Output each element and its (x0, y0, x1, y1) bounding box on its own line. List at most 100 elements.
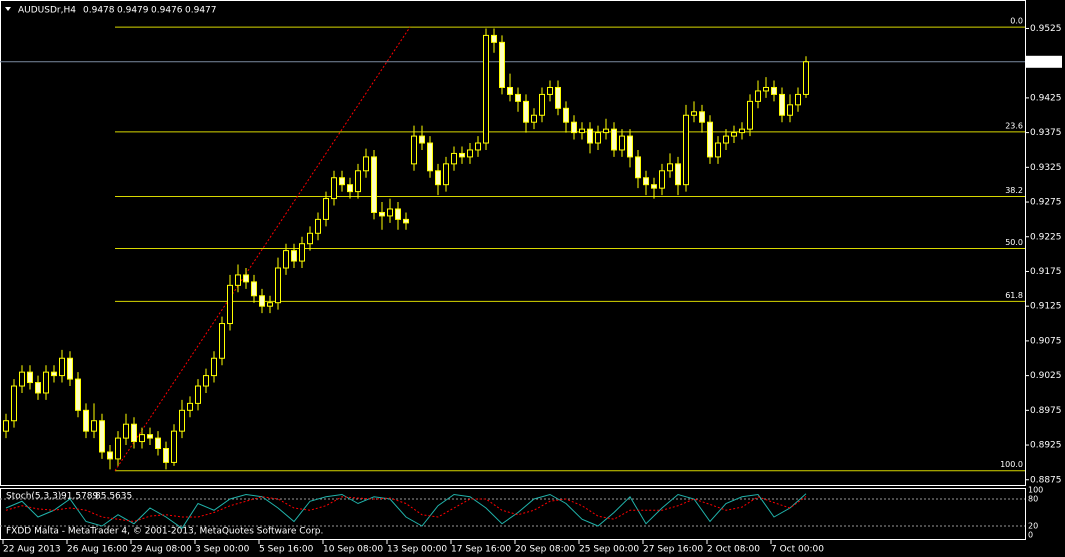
stoch-line (5, 493, 807, 529)
candle-body (395, 208, 401, 220)
main-frame (0, 0, 1026, 486)
stoch-tick-label: 80 (1028, 495, 1038, 504)
candle-body (531, 114, 537, 123)
candle-body (43, 371, 49, 394)
y-tick-label: 0.8975 (1030, 406, 1062, 416)
x-tick-label: 3 Sep 00:00 (195, 545, 250, 555)
x-tick-label: 13 Sep 00:00 (387, 545, 447, 555)
candle-body (507, 86, 513, 95)
candle-body (339, 177, 345, 186)
fib-label: 100.0 (1000, 460, 1023, 469)
stoch-tick-label: 100 (1028, 486, 1043, 495)
candle-body (459, 152, 465, 158)
y-tick-label: 0.9275 (1030, 198, 1062, 208)
candle-body (139, 434, 145, 443)
candle-body (715, 142, 721, 158)
candle-body (147, 434, 153, 439)
x-tick-label: 7 Oct 00:00 (771, 545, 824, 555)
candle-body (771, 86, 777, 95)
candle-body (19, 371, 25, 387)
candle-body (291, 250, 297, 262)
candle-body (443, 163, 449, 186)
readout: 0.9477 (185, 6, 217, 16)
y-tick-label: 0.9075 (1030, 336, 1062, 346)
fib-label: 23.6 (1005, 121, 1023, 130)
fib-label: 0.0 (1010, 17, 1023, 26)
candle-body (491, 34, 497, 43)
candle-body (331, 177, 337, 200)
candle-body (355, 170, 361, 193)
y-tick-label: 0.9325 (1030, 163, 1062, 173)
candle-body (579, 128, 585, 134)
candle-body (307, 232, 313, 245)
readout: 0.9476 (151, 6, 183, 16)
candle-body (555, 86, 561, 109)
y-tick-label: 0.9375 (1030, 128, 1062, 138)
candle-body (803, 61, 809, 95)
candle-body (179, 409, 185, 432)
candle-body (627, 135, 633, 158)
candle-body (483, 34, 489, 144)
menu-arrow[interactable] (5, 7, 11, 11)
candle-body (515, 93, 521, 102)
candle-body (123, 423, 129, 439)
candle-body (83, 409, 89, 432)
candle-body (299, 243, 305, 262)
candle-body (379, 211, 385, 217)
stoch-title: Stoch(5,3,3) (6, 492, 61, 502)
candle-body (539, 93, 545, 116)
symbol-title: AUDUSDr,H4 (18, 6, 76, 16)
stoch-tick-label: 0 (1028, 531, 1033, 540)
x-tick-label: 29 Aug 08:00 (131, 545, 192, 555)
candle-body (595, 132, 601, 144)
readout: 0.9478 (83, 6, 115, 16)
candle-body (267, 302, 273, 307)
candle-body (427, 142, 433, 172)
candle-body (411, 135, 417, 165)
candle-body (523, 100, 529, 123)
candle-body (755, 90, 761, 102)
y-tick-label: 0.9525 (1030, 24, 1062, 34)
candle-body (419, 135, 425, 144)
candle-body (251, 281, 257, 297)
candle-body (35, 382, 41, 394)
fib-label: 61.8 (1005, 291, 1023, 300)
candle-body (91, 420, 97, 432)
candle-body (659, 170, 665, 189)
candle-body (451, 152, 457, 165)
stoch-readout: 91.5789 (61, 492, 98, 502)
candle-body (691, 111, 697, 116)
candle-body (163, 448, 169, 463)
y-tick-label: 0.8875 (1030, 475, 1062, 485)
candle-body (739, 128, 745, 134)
candle-body (323, 198, 329, 220)
candle-body (227, 284, 233, 325)
footer: FXDD Malta - MetaTrader 4, © 2001-2013, … (6, 527, 323, 537)
x-tick-label: 25 Sep 00:00 (579, 545, 639, 555)
candle-body (51, 371, 57, 377)
candle-body (363, 156, 369, 172)
candle-body (275, 267, 281, 304)
candle-body (643, 177, 649, 186)
stoch-line (5, 496, 807, 523)
candle-body (67, 357, 73, 380)
candle-body (107, 451, 113, 460)
candle-body (635, 156, 641, 179)
candle-body (203, 375, 209, 387)
candle-body (219, 323, 225, 359)
candle-body (747, 100, 753, 130)
candle-body (235, 274, 241, 286)
candle-body (763, 86, 769, 92)
candle-body (27, 371, 33, 384)
x-tick-label: 2 Oct 08:00 (707, 545, 760, 555)
candle-body (171, 430, 177, 463)
candle-body (403, 218, 409, 224)
candle-body (435, 170, 441, 186)
fib-label: 50.0 (1005, 238, 1023, 247)
candle-body (387, 208, 393, 217)
candle-body (675, 163, 681, 186)
last-price-box (1026, 55, 1062, 68)
x-tick-label: 17 Sep 16:00 (451, 545, 511, 555)
candle-body (779, 93, 785, 116)
